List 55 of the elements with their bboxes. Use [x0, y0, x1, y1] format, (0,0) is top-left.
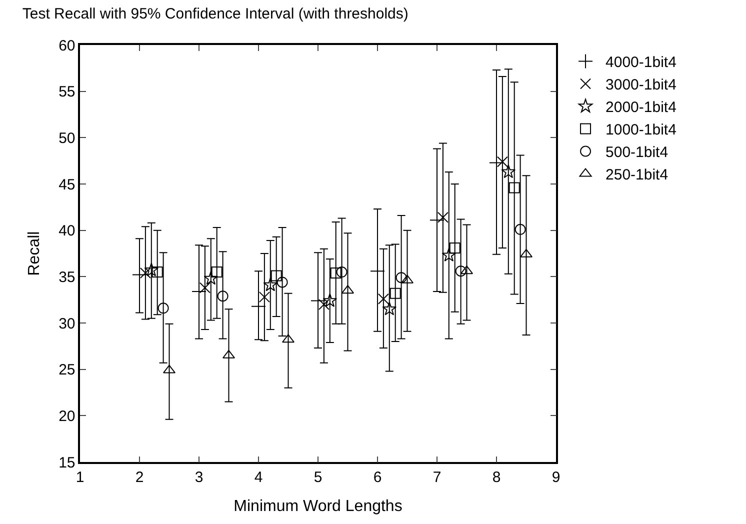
x-tick-label: 6: [373, 468, 382, 486]
point: [140, 267, 151, 278]
point: [199, 282, 210, 294]
y-tick-label: 15: [58, 454, 76, 472]
point: [382, 302, 397, 316]
point: [211, 266, 222, 278]
legend-label: 1000-1bit4: [606, 122, 676, 139]
point: [449, 242, 460, 254]
y-tick-label: 40: [58, 222, 76, 240]
x-tick-label: 7: [432, 468, 442, 486]
point: [501, 164, 516, 178]
point: [378, 293, 389, 304]
x-tick-label: 4: [254, 468, 263, 486]
y-tick-label: 45: [58, 176, 76, 194]
x-tick-label: 5: [314, 468, 322, 486]
legend-label: 500-1bit4: [606, 144, 668, 162]
point: [455, 266, 466, 277]
y-tick-label: 25: [58, 362, 76, 379]
point: [144, 262, 159, 276]
chart-title: Test Recall with 95% Confidence Interval (with thresholds): [22, 5, 408, 22]
legend-label: 250-1bit4: [606, 166, 668, 184]
point: [263, 278, 278, 292]
point: [437, 212, 448, 223]
y-tick-label: 60: [58, 37, 76, 54]
x-tick-label: 9: [552, 468, 560, 486]
point: [336, 266, 348, 278]
point: [508, 182, 520, 194]
y-tick-label: 30: [58, 315, 76, 332]
point: [158, 302, 169, 314]
point: [322, 293, 338, 307]
point: [204, 271, 218, 285]
point: [217, 290, 228, 302]
y-axis-title: Recall: [26, 231, 43, 276]
x-tick-label: 2: [135, 468, 144, 486]
legend-label: 3000-1bit4: [606, 76, 676, 94]
y-tick-label: 35: [58, 268, 76, 286]
point: [258, 292, 270, 303]
x-tick-label: 3: [194, 468, 204, 486]
point: [442, 248, 456, 262]
y-tick-label: 20: [58, 408, 76, 425]
y-tick-label: 55: [58, 84, 76, 101]
x-axis-title: Minimum Word Lengths: [234, 498, 402, 515]
point: [276, 276, 288, 288]
x-tick-label: 8: [492, 468, 501, 486]
x-tick-label: 1: [76, 468, 84, 486]
point: [396, 272, 407, 284]
point: [514, 224, 526, 235]
legend-label: 4000-1bit4: [606, 54, 676, 72]
point: [496, 156, 508, 168]
legend-label: 2000-1bit4: [606, 99, 676, 116]
point: [270, 270, 282, 282]
point: [330, 267, 342, 278]
point: [390, 288, 401, 299]
y-tick-label: 50: [58, 130, 76, 147]
point: [152, 266, 163, 278]
